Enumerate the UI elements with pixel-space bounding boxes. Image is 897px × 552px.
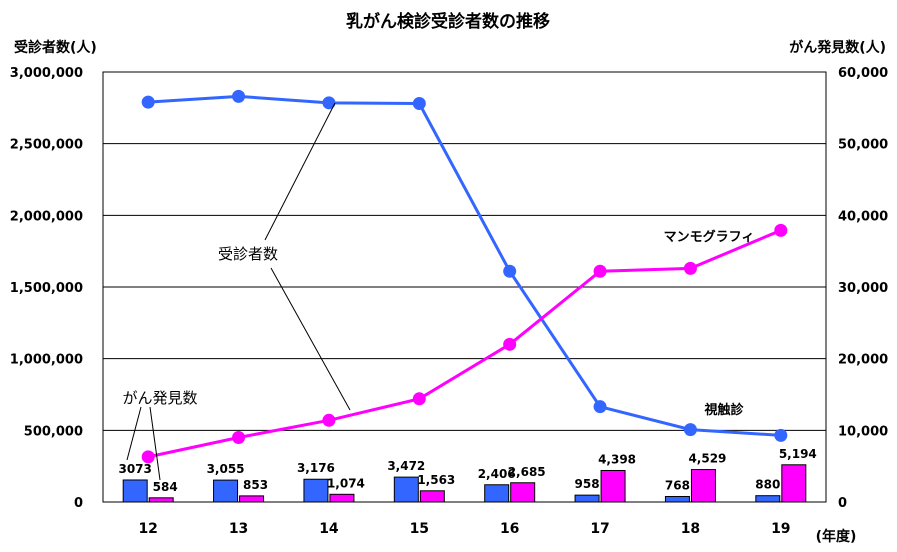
x-tick-label: 19 <box>771 521 790 537</box>
x-axis-unit: (年度) <box>816 528 857 545</box>
bar-data-label: 768 <box>665 478 690 492</box>
x-tick-label: 14 <box>319 521 339 537</box>
cancer-pointer-left <box>126 406 142 461</box>
bar-data-label: 1,563 <box>417 473 455 487</box>
y-right-tick-label: 60,000 <box>838 66 888 81</box>
series-point <box>141 450 155 464</box>
bar <box>122 479 148 503</box>
bar <box>213 479 239 503</box>
series-point <box>412 392 426 406</box>
series-point <box>412 97 426 111</box>
annotation-lines <box>126 102 351 481</box>
x-tick-label: 12 <box>138 521 157 537</box>
series-point <box>503 337 517 351</box>
bar <box>600 469 626 503</box>
bar-data-label: 3,176 <box>297 461 335 475</box>
y-right-tick-label: 10,000 <box>838 424 888 439</box>
bar-data-label: 3073 <box>118 462 151 476</box>
bar <box>419 490 445 503</box>
y-left-tick-label: 0 <box>74 496 83 511</box>
bar-data-label: 880 <box>755 478 780 492</box>
series-point <box>593 264 607 278</box>
mammography-series-label: マンモグラフィ <box>664 229 755 245</box>
bar <box>148 497 174 503</box>
series-point <box>683 423 697 437</box>
series-line <box>147 229 782 459</box>
bar-data-label: 2,406 <box>478 467 516 481</box>
y-right-tick-label: 20,000 <box>838 353 888 368</box>
bars <box>122 464 807 503</box>
y-right-tick-label: 30,000 <box>838 281 888 296</box>
y-right-tick-label: 40,000 <box>838 209 888 224</box>
cancer-pointer-right <box>149 406 161 481</box>
palpation-series-label: 視触診 <box>703 402 744 418</box>
chart-title: 乳がん検診受診者数の推移 <box>346 11 550 32</box>
x-tick-label: 16 <box>500 521 519 537</box>
bar <box>510 482 536 503</box>
bar <box>664 495 690 503</box>
x-tick-label: 17 <box>590 521 609 537</box>
y-right-tick-label: 0 <box>838 496 847 511</box>
plot-frame <box>102 71 827 503</box>
series-point <box>322 96 336 110</box>
bar <box>239 495 265 503</box>
bar-data-label: 584 <box>153 480 178 494</box>
bar-data-label: 5,194 <box>779 447 817 461</box>
series-line <box>148 94 781 437</box>
data-labels: 3073 3,055 3,176 3,472 2,406 958 768 880 584 853 1… <box>118 447 816 494</box>
lines <box>147 94 782 459</box>
y-left-tick-label: 3,000,000 <box>10 66 83 81</box>
y-left-tick-label: 1,500,000 <box>10 281 83 296</box>
series-point <box>774 428 788 442</box>
bar-data-label: 2,685 <box>508 465 546 479</box>
series-point <box>322 413 336 427</box>
bar <box>755 495 781 503</box>
bar-data-label: 4,398 <box>598 452 636 466</box>
examinees-annotation: 受診者数 <box>218 245 278 263</box>
points <box>141 89 788 464</box>
bar <box>484 484 510 503</box>
series-point <box>683 261 697 275</box>
x-tick-label: 13 <box>229 521 248 537</box>
series-point <box>232 89 246 103</box>
y-right-tick-label: 50,000 <box>838 138 888 153</box>
tick-labels: 0 0 500,000 10,000 1,000,000 20,000 1,500,000 3… <box>10 66 888 537</box>
x-tick-label: 18 <box>681 521 700 537</box>
series-point <box>232 431 246 444</box>
series-point <box>141 95 155 109</box>
bar-data-label: 3,472 <box>387 459 425 473</box>
series-point <box>593 400 607 414</box>
y-right-axis-title: がん発見数(人) <box>789 39 886 56</box>
bar-data-label: 4,529 <box>688 452 726 466</box>
y-left-tick-label: 2,000,000 <box>10 209 83 224</box>
bar <box>574 494 600 503</box>
bar <box>393 476 419 503</box>
bar <box>690 469 716 503</box>
cancer-found-annotation: がん発見数 <box>122 389 197 407</box>
y-left-tick-label: 1,000,000 <box>10 353 83 368</box>
bar <box>329 493 355 503</box>
x-tick-label: 15 <box>410 521 429 537</box>
examinees-pointer-upper <box>264 102 336 241</box>
y-left-tick-label: 500,000 <box>24 424 83 439</box>
y-left-axis-title: 受診者数(人) <box>14 39 97 56</box>
examinees-pointer-lower <box>270 267 351 411</box>
y-left-tick-label: 2,500,000 <box>10 138 83 153</box>
bar-data-label: 958 <box>575 477 600 491</box>
series-point <box>503 264 517 278</box>
bar <box>781 464 807 503</box>
bar-data-label: 3,055 <box>207 462 245 476</box>
bar-data-label: 853 <box>243 478 268 492</box>
bar <box>303 478 329 503</box>
series-point <box>774 223 788 237</box>
bar-data-label: 1,074 <box>327 476 365 490</box>
